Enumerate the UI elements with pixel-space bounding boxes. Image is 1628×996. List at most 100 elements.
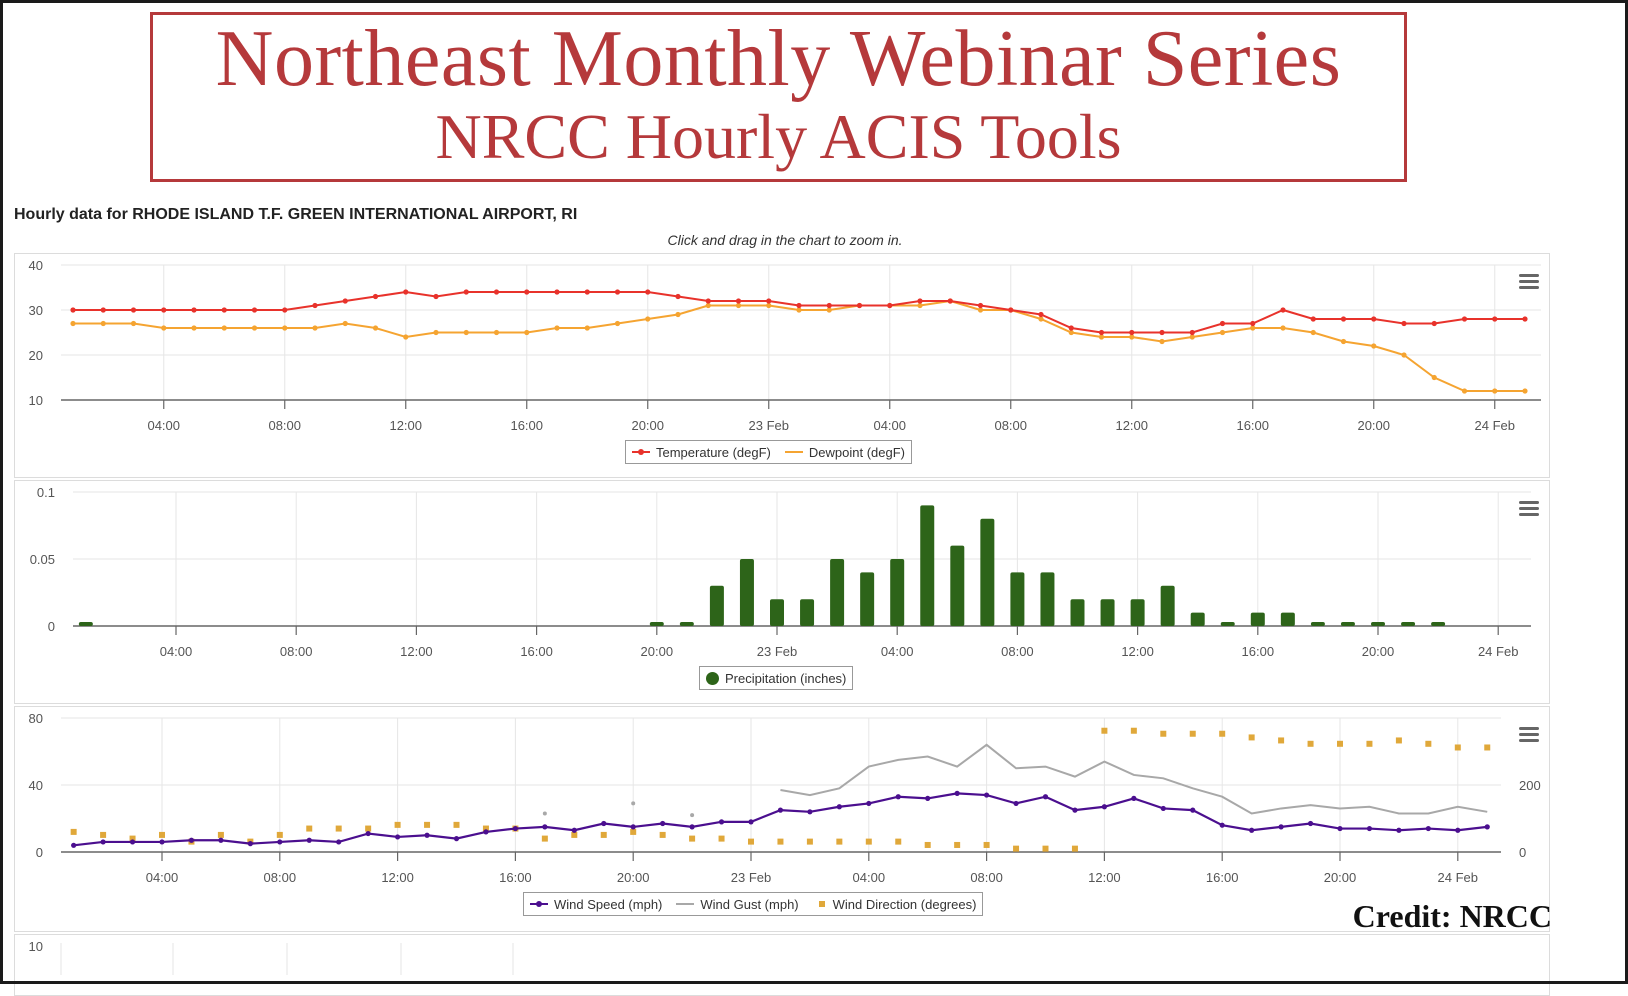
temperature-chart[interactable]: 40 30 20 10 04:00 08:00 12:00 16:00 20:00 23 Feb 0… <box>1 254 1549 477</box>
svg-text:16:00: 16:00 <box>1206 870 1239 885</box>
precip-bar <box>1040 572 1055 626</box>
svg-text:0: 0 <box>48 619 55 634</box>
svg-text:0.05: 0.05 <box>30 552 55 567</box>
precip-bar <box>1340 622 1355 626</box>
precip-bar <box>1371 622 1385 626</box>
line-marker-icon <box>632 449 650 455</box>
line-marker-icon <box>530 901 548 907</box>
svg-text:12:00: 12:00 <box>381 870 414 885</box>
precip-bar <box>1220 622 1235 626</box>
precip-bar <box>830 559 845 626</box>
svg-text:0.1: 0.1 <box>37 485 55 500</box>
legend-label: Wind Speed (mph) <box>554 896 663 912</box>
chart-menu-icon[interactable] <box>1519 274 1539 290</box>
legend-item-wind-speed[interactable]: Wind Speed (mph) <box>530 897 662 912</box>
precip-bar <box>1160 585 1175 626</box>
svg-text:16:00: 16:00 <box>1242 644 1275 659</box>
zoom-hint: Click and drag in the chart to zoom in. <box>667 232 903 248</box>
svg-text:12:00: 12:00 <box>1088 870 1121 885</box>
square-marker-icon <box>818 901 825 907</box>
webinar-title-banner: Northeast Monthly Webinar Series NRCC Ho… <box>150 12 1407 182</box>
precip-bar <box>1130 599 1145 626</box>
svg-text:12:00: 12:00 <box>1121 644 1154 659</box>
legend-item-temperature[interactable]: Temperature (degF) <box>632 445 771 460</box>
svg-text:04:00: 04:00 <box>160 644 193 659</box>
legend-label: Wind Direction (degrees) <box>832 896 977 912</box>
precip-bar <box>1431 622 1446 626</box>
svg-text:08:00: 08:00 <box>1001 644 1034 659</box>
next-chart-panel: 10 <box>14 934 1550 996</box>
svg-text:04:00: 04:00 <box>853 870 886 885</box>
svg-text:20: 20 <box>29 348 43 363</box>
precip-bar <box>1070 599 1085 626</box>
svg-text:16:00: 16:00 <box>510 418 543 433</box>
legend-item-wind-gust[interactable]: Wind Gust (mph) <box>676 896 799 912</box>
wind-chart[interactable]: 80 40 0 04:00 08:00 12:00 16:00 20:00 23 Feb 04:0… <box>1 707 1549 931</box>
svg-text:08:00: 08:00 <box>264 870 297 885</box>
svg-text:23 Feb: 23 Feb <box>757 644 797 659</box>
svg-text:12:00: 12:00 <box>389 418 422 433</box>
precip-bar <box>980 518 995 626</box>
temperature-chart-panel[interactable]: 40 30 20 10 04:00 08:00 12:00 16:00 20:00 23 Feb 0… <box>14 253 1550 478</box>
precip-bar <box>1010 572 1025 626</box>
precip-bar <box>890 559 905 626</box>
svg-text:04:00: 04:00 <box>147 418 180 433</box>
precip-bar <box>1250 612 1265 626</box>
credit-label: Credit: NRCC <box>1352 898 1552 934</box>
svg-text:20:00: 20:00 <box>1362 644 1395 659</box>
svg-text:24 Feb: 24 Feb <box>1475 418 1515 433</box>
precipitation-chart-panel[interactable]: 0.1 0.05 0 04:00 08:00 12:00 16:00 20:00 23 Feb 0… <box>14 480 1550 704</box>
precip-bar <box>649 622 664 626</box>
svg-text:0: 0 <box>36 845 43 860</box>
svg-text:10: 10 <box>29 939 43 954</box>
legend-label: Precipitation (inches) <box>725 670 847 686</box>
svg-text:80: 80 <box>29 711 43 726</box>
precip-bar <box>1280 612 1295 626</box>
precip-bar <box>679 622 694 626</box>
svg-text:20:00: 20:00 <box>631 418 664 433</box>
circle-marker-icon <box>706 671 719 685</box>
precip-bar <box>1100 599 1115 626</box>
svg-text:20:00: 20:00 <box>1357 418 1390 433</box>
legend-item-dewpoint[interactable]: Dewpoint (degF) <box>784 445 905 460</box>
svg-text:16:00: 16:00 <box>499 870 532 885</box>
wind-legend: Wind Speed (mph) Wind Gust (mph) Wind Di… <box>523 892 984 916</box>
svg-text:12:00: 12:00 <box>400 644 433 659</box>
chart-menu-icon[interactable] <box>1519 501 1539 517</box>
precip-bar <box>860 572 875 626</box>
svg-text:10: 10 <box>29 393 43 408</box>
chart-menu-icon[interactable] <box>1519 727 1539 743</box>
svg-text:30: 30 <box>29 303 43 318</box>
svg-text:08:00: 08:00 <box>280 644 313 659</box>
wind-speed-line <box>73 792 1488 847</box>
svg-text:40: 40 <box>29 258 43 273</box>
svg-text:200: 200 <box>1519 778 1541 793</box>
wind-gust-line <box>780 743 1488 815</box>
svg-text:12:00: 12:00 <box>1115 418 1148 433</box>
svg-text:16:00: 16:00 <box>1236 418 1269 433</box>
precipitation-chart[interactable]: 0.1 0.05 0 04:00 08:00 12:00 16:00 20:00 23 Feb 0… <box>1 481 1549 703</box>
line-marker-icon <box>676 903 695 905</box>
svg-text:04:00: 04:00 <box>873 418 906 433</box>
precip-bar <box>950 545 965 626</box>
wind-chart-panel[interactable]: 80 40 0 04:00 08:00 12:00 16:00 20:00 23 Feb 04:0… <box>14 706 1550 932</box>
webinar-title: Northeast Monthly Webinar Series <box>215 15 1342 103</box>
next-chart-partial: 10 <box>29 939 514 975</box>
svg-text:16:00: 16:00 <box>520 644 553 659</box>
precip-bar <box>78 622 93 626</box>
precipitation-legend: Precipitation (inches) <box>699 666 854 690</box>
line-marker-icon <box>784 451 803 453</box>
svg-text:08:00: 08:00 <box>994 418 1027 433</box>
svg-text:08:00: 08:00 <box>268 418 301 433</box>
precip-bar <box>709 585 724 626</box>
legend-item-wind-direction[interactable]: Wind Direction (degrees) <box>813 896 977 912</box>
precip-bar <box>800 599 815 626</box>
precip-bar <box>739 559 754 626</box>
svg-text:08:00: 08:00 <box>970 870 1003 885</box>
svg-text:20:00: 20:00 <box>617 870 650 885</box>
svg-text:23 Feb: 23 Feb <box>731 870 771 885</box>
station-title: Hourly data for RHODE ISLAND T.F. GREEN … <box>14 206 578 223</box>
legend-item-precipitation[interactable]: Precipitation (inches) <box>706 671 846 686</box>
precip-bar <box>770 599 784 626</box>
legend-label: Wind Gust (mph) <box>700 896 799 912</box>
